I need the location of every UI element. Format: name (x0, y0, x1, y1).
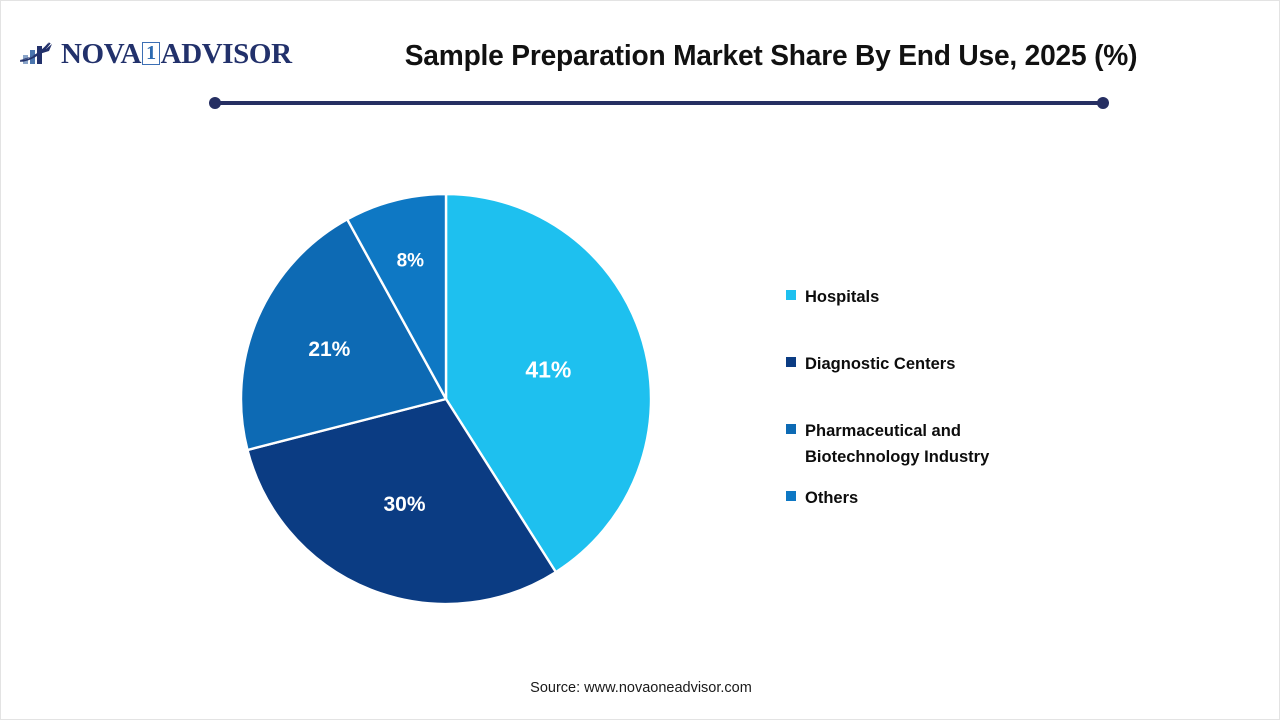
legend-label: Diagnostic Centers (805, 355, 956, 373)
pie-slice-labels: 41% 30% 21% 8% (308, 251, 571, 517)
pie-slice (240, 217, 448, 452)
pie-slice-label: 21% (308, 338, 350, 361)
pie-slice (345, 193, 448, 400)
legend-swatch-icon (786, 424, 796, 434)
legend-item-hospitals[interactable]: Hospitals (786, 284, 1086, 310)
logo-word-advisor: ADVISOR (160, 37, 292, 70)
legend-label: Others (805, 489, 859, 507)
legend-item-diagnostic-centers[interactable]: Diagnostic Centers (786, 351, 1086, 377)
pie-slice-label: 8% (397, 251, 425, 272)
chart-legend: Hospitals Diagnostic Centers Pharmaceuti… (786, 284, 1086, 526)
brand-logo-text: NOVA 1 ADVISOR (61, 38, 292, 71)
pie-slice-label: 41% (525, 356, 571, 382)
legend-label: Hospitals (805, 288, 880, 306)
legend-swatch-icon (786, 357, 796, 367)
pie-slice (245, 397, 558, 605)
pie-slices (240, 193, 652, 605)
pie-chart-svg: 41% 30% 21% 8% (240, 193, 652, 605)
legend-item-pharmaceutical-and-biotechnology-industry[interactable]: Pharmaceutical and Biotechnology Industr… (786, 418, 1086, 470)
legend-label: Pharmaceutical and Biotechnology Industr… (805, 422, 990, 466)
logo-badge-one: 1 (142, 41, 160, 65)
bar-chart-swoosh-icon (19, 42, 52, 64)
divider-dot-right (1097, 97, 1109, 109)
legend-swatch-icon (786, 491, 796, 501)
page-title: Sample Preparation Market Share By End U… (404, 40, 1138, 72)
source-note: Source: www.novaoneadvisor.com (530, 680, 752, 696)
legend-item-others[interactable]: Others (786, 485, 1086, 511)
legend-swatch-icon (786, 290, 796, 300)
divider-line (214, 101, 1104, 105)
pie-slice-label: 30% (383, 493, 425, 516)
logo-word-nova: NOVA (61, 37, 142, 70)
header-divider (209, 97, 1109, 109)
pie-chart: 41% 30% 21% 8% (240, 193, 652, 605)
brand-logo: NOVA 1 ADVISOR (19, 34, 292, 74)
